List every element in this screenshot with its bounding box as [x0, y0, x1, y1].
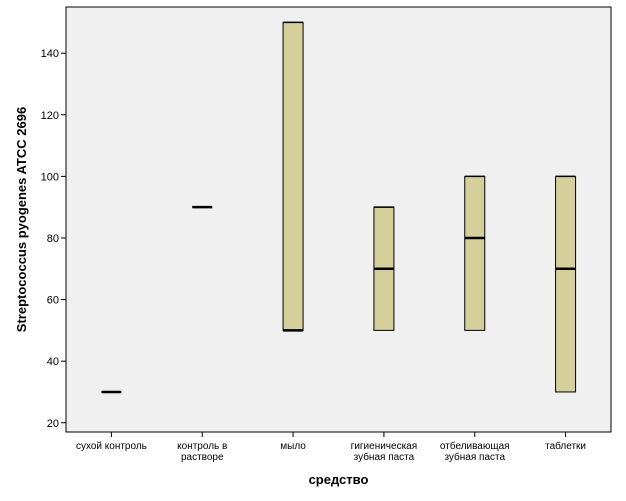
y-tick-label: 120 — [41, 110, 59, 122]
box-4 — [373, 206, 395, 331]
y-tick-label: 20 — [47, 418, 59, 430]
x-tick-label: отбеливающая — [440, 440, 510, 452]
y-tick-label: 40 — [47, 356, 59, 368]
boxes — [101, 21, 577, 394]
box-body — [555, 175, 577, 393]
x-tick-label: мыло — [280, 441, 306, 452]
x-tick-label: зубная паста — [444, 451, 505, 463]
y-axis-title: Streptococcus pyogenes ATCC 2696 — [14, 107, 29, 332]
box-3 — [282, 21, 304, 332]
y-tick-label: 80 — [47, 233, 59, 245]
box-body — [464, 175, 486, 331]
x-tick-label: контроль в — [177, 441, 227, 452]
box-6 — [555, 175, 577, 393]
x-tick-label: гигиеническая — [351, 441, 417, 452]
y-tick-label: 60 — [47, 295, 59, 307]
box-5 — [464, 175, 486, 331]
y-tick-label: 100 — [41, 171, 59, 183]
x-tick-label: таблетки — [545, 440, 586, 452]
x-tick-label: зубная паста — [354, 451, 415, 463]
y-tick-label: 140 — [41, 48, 59, 60]
x-tick-label: сухой контроль — [76, 441, 147, 452]
plot-area — [65, 6, 612, 433]
box-body — [282, 21, 304, 331]
y-axis: 20 40 60 80 100 120 140 — [41, 48, 66, 430]
x-tick-label: растворе — [181, 452, 224, 463]
x-axis-title: средство — [309, 472, 369, 487]
